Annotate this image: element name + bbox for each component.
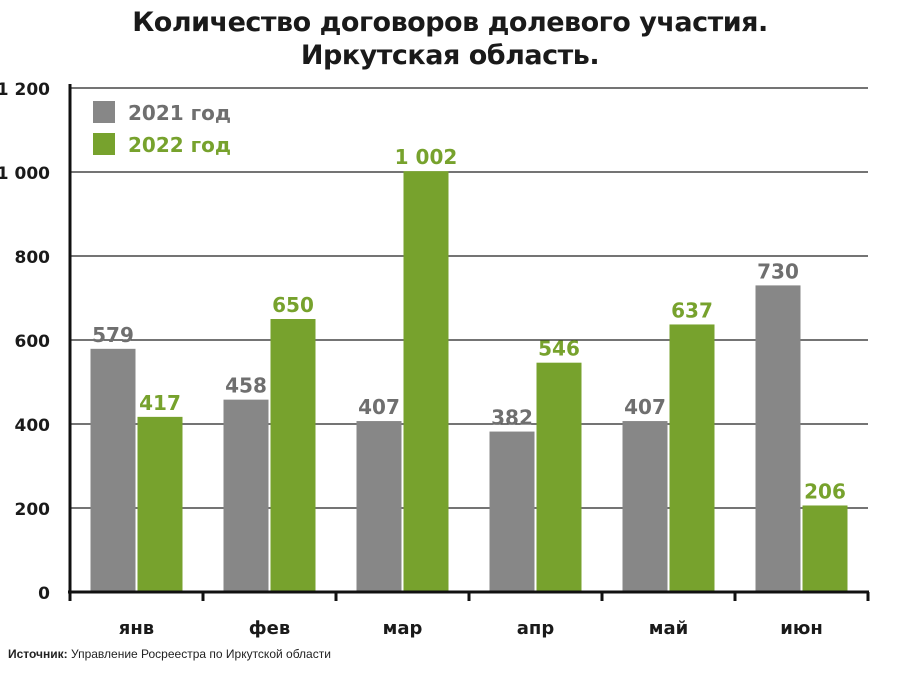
data-label: 382 xyxy=(491,406,533,430)
data-label: 417 xyxy=(139,391,181,415)
bar-2021 xyxy=(622,421,668,591)
legend-swatch xyxy=(93,133,115,155)
y-tick-label: 1 000 xyxy=(0,164,50,184)
legend-swatch xyxy=(93,101,115,123)
source-label: Источник: xyxy=(8,647,68,661)
x-tick-label: июн xyxy=(780,618,823,639)
y-tick-label: 200 xyxy=(15,500,51,520)
x-tick-label: янв xyxy=(119,618,154,639)
source-note: Источник: Управление Росреестра по Иркут… xyxy=(8,647,331,661)
bar-2021 xyxy=(755,285,801,591)
data-label: 579 xyxy=(92,323,134,347)
bar-2022 xyxy=(403,171,449,591)
bar-2022 xyxy=(802,505,848,591)
data-label: 730 xyxy=(757,259,799,283)
legend-label: 2022 год xyxy=(128,133,231,157)
bar-2021 xyxy=(356,421,402,591)
bar-2022 xyxy=(270,319,316,591)
data-label: 407 xyxy=(624,395,666,419)
legend-label: 2021 год xyxy=(128,101,231,125)
data-label: 546 xyxy=(538,337,580,361)
x-tick-label: фев xyxy=(249,618,290,639)
y-tick-label: 0 xyxy=(38,584,50,604)
bar-2021 xyxy=(489,431,535,591)
x-tick-label: май xyxy=(649,618,688,639)
data-label: 1 002 xyxy=(395,145,458,169)
chart-title: Количество договоров долевого участия. И… xyxy=(0,6,900,72)
data-label: 458 xyxy=(225,374,267,398)
data-label: 407 xyxy=(358,395,400,419)
x-tick-label: мар xyxy=(383,618,423,639)
y-tick-label: 800 xyxy=(15,248,51,268)
data-label: 637 xyxy=(671,298,713,322)
y-tick-label: 1 200 xyxy=(0,80,50,100)
source-text: Управление Росреестра по Иркутской облас… xyxy=(67,647,331,661)
title-line-2: Иркутская область. xyxy=(300,40,600,71)
x-tick-label: апр xyxy=(517,618,555,639)
bar-2022 xyxy=(536,362,582,591)
y-tick-label: 400 xyxy=(15,416,51,436)
y-tick-label: 600 xyxy=(15,332,51,352)
bar-2021 xyxy=(90,348,136,591)
data-label: 650 xyxy=(272,293,314,317)
title-line-1: Количество договоров долевого участия. xyxy=(132,7,768,38)
bar-2022 xyxy=(669,324,715,591)
bar-2021 xyxy=(223,399,269,591)
bar-2022 xyxy=(137,416,183,591)
data-label: 206 xyxy=(804,479,846,503)
